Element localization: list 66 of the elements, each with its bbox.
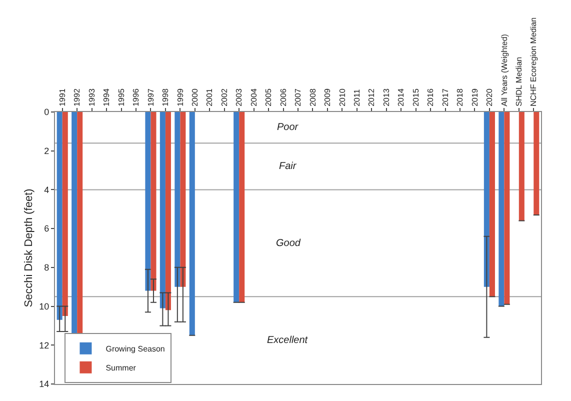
- y-tick-label: 14: [39, 379, 50, 390]
- x-tick-label: 2002: [220, 88, 229, 106]
- x-tick-label: 2006: [278, 88, 288, 106]
- x-tick-label: 2020: [485, 88, 494, 106]
- x-tick-label: 1998: [161, 88, 170, 106]
- x-tick-label: 2010: [338, 88, 347, 106]
- x-tick-label: 1991: [58, 88, 67, 106]
- x-tick-label: 2012: [367, 88, 376, 106]
- x-tick-label: 2016: [426, 88, 436, 106]
- x-tick-label: 2018: [456, 88, 465, 106]
- bar: [72, 112, 78, 334]
- x-tick-label: 2005: [264, 88, 274, 106]
- annotation: Poor: [277, 122, 299, 133]
- bar: [56, 112, 62, 320]
- bar: [498, 112, 504, 306]
- y-tick-label: 2: [44, 146, 50, 156]
- bar: [189, 112, 195, 336]
- annotation: Good: [276, 238, 301, 249]
- y-tick-label: 0: [44, 107, 50, 118]
- x-tick-label: 2004: [249, 88, 258, 106]
- annotation: Fair: [279, 161, 297, 172]
- x-tick-label: 1996: [132, 88, 141, 106]
- bar: [62, 112, 68, 316]
- bar: [234, 112, 240, 302]
- x-tick-label: 2007: [294, 88, 303, 106]
- x-tick-label: SHDL Median: [514, 56, 524, 106]
- x-tick-label: 1999: [176, 88, 185, 106]
- bar: [145, 112, 151, 291]
- x-tick-label: All Years (Weighted): [500, 34, 509, 106]
- bar: [165, 112, 171, 310]
- x-tick-label: 1995: [116, 88, 126, 106]
- y-tick-label: 12: [39, 340, 50, 350]
- x-tick-label: 2009: [323, 88, 332, 106]
- y-tick-label: 4: [44, 184, 50, 195]
- legend-label: Summer: [106, 364, 136, 373]
- x-tick-label: 2015: [411, 88, 420, 106]
- bar: [489, 112, 495, 297]
- bar: [174, 112, 180, 287]
- bar: [504, 112, 510, 304]
- bar: [160, 112, 166, 308]
- bar: [150, 112, 156, 291]
- y-tick-label: 6: [44, 224, 50, 234]
- bar: [484, 112, 490, 287]
- bar: [534, 112, 540, 215]
- x-tick-label: 2000: [190, 88, 200, 106]
- x-tick-label: 1992: [72, 88, 82, 106]
- x-tick-label: 2003: [234, 88, 244, 106]
- y-tick-label: 8: [44, 262, 50, 273]
- annotation: Excellent: [267, 335, 309, 346]
- bar: [518, 112, 524, 221]
- x-tick-label: 2011: [352, 88, 362, 106]
- bar: [180, 112, 186, 287]
- x-tick-label: 2008: [308, 88, 318, 106]
- x-tick-label: 2001: [205, 88, 214, 106]
- y-axis-title: Secchi Disk Depth (feet): [22, 188, 35, 308]
- x-tick-label: 2017: [440, 88, 450, 106]
- y-tick-label: 10: [39, 301, 50, 312]
- x-tick-label: 1997: [146, 88, 156, 106]
- bar: [239, 112, 245, 302]
- x-tick-label: 1994: [102, 88, 112, 106]
- x-tick-label: 2019: [470, 88, 480, 106]
- x-tick-label: 2014: [396, 88, 406, 106]
- x-tick-label: NCHF Ecoregion Median: [529, 17, 538, 106]
- x-tick-label: 1993: [87, 88, 96, 106]
- legend-label: Growing Season: [106, 344, 165, 354]
- x-tick-label: 2013: [382, 88, 391, 106]
